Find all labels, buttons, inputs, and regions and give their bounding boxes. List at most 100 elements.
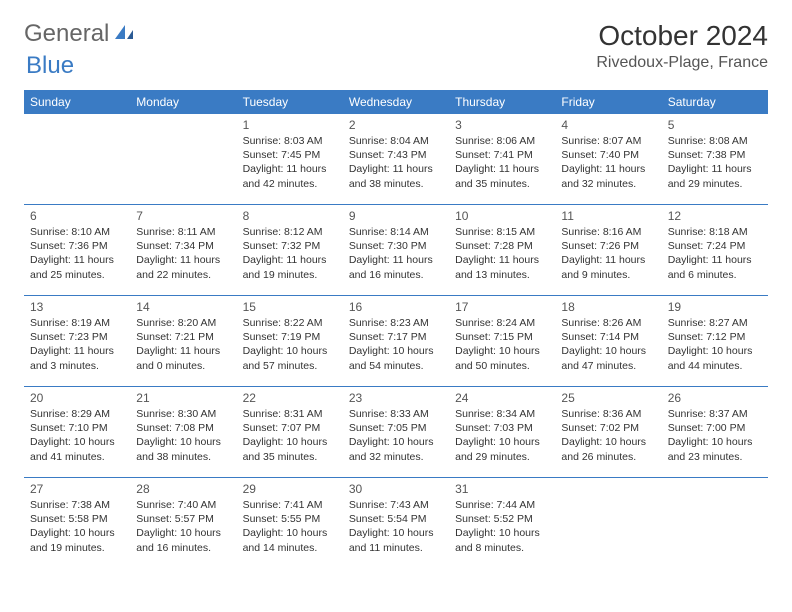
day-info: Sunrise: 7:41 AMSunset: 5:55 PMDaylight:… bbox=[243, 498, 337, 555]
day-cell: 13 Sunrise: 8:19 AMSunset: 7:23 PMDayligh… bbox=[24, 296, 130, 387]
day-cell: 23 Sunrise: 8:33 AMSunset: 7:05 PMDayligh… bbox=[343, 387, 449, 478]
empty-cell bbox=[130, 114, 236, 205]
day-info: Sunrise: 8:26 AMSunset: 7:14 PMDaylight:… bbox=[561, 316, 655, 373]
day-info: Sunrise: 7:40 AMSunset: 5:57 PMDaylight:… bbox=[136, 498, 230, 555]
day-info: Sunrise: 8:03 AMSunset: 7:45 PMDaylight:… bbox=[243, 134, 337, 191]
day-cell: 1 Sunrise: 8:03 AMSunset: 7:45 PMDaylight… bbox=[237, 114, 343, 205]
day-cell: 4 Sunrise: 8:07 AMSunset: 7:40 PMDaylight… bbox=[555, 114, 661, 205]
day-info: Sunrise: 8:14 AMSunset: 7:30 PMDaylight:… bbox=[349, 225, 443, 282]
day-number: 30 bbox=[349, 482, 443, 496]
day-number: 12 bbox=[668, 209, 762, 223]
day-info: Sunrise: 8:06 AMSunset: 7:41 PMDaylight:… bbox=[455, 134, 549, 191]
day-number: 17 bbox=[455, 300, 549, 314]
day-info: Sunrise: 8:07 AMSunset: 7:40 PMDaylight:… bbox=[561, 134, 655, 191]
day-cell: 29 Sunrise: 7:41 AMSunset: 5:55 PMDayligh… bbox=[237, 478, 343, 569]
day-header: Friday bbox=[555, 90, 661, 114]
day-number: 16 bbox=[349, 300, 443, 314]
day-cell: 5 Sunrise: 8:08 AMSunset: 7:38 PMDaylight… bbox=[662, 114, 768, 205]
day-cell: 31Sunrise: 7:44 AMSunset: 5:52 PMDayligh… bbox=[449, 478, 555, 569]
day-info: Sunrise: 8:18 AMSunset: 7:24 PMDaylight:… bbox=[668, 225, 762, 282]
day-info: Sunrise: 8:33 AMSunset: 7:05 PMDaylight:… bbox=[349, 407, 443, 464]
day-info: Sunrise: 8:19 AMSunset: 7:23 PMDaylight:… bbox=[30, 316, 124, 373]
day-cell: 10Sunrise: 8:15 AMSunset: 7:28 PMDayligh… bbox=[449, 205, 555, 296]
day-cell: 25Sunrise: 8:36 AMSunset: 7:02 PMDayligh… bbox=[555, 387, 661, 478]
day-number: 25 bbox=[561, 391, 655, 405]
day-info: Sunrise: 8:04 AMSunset: 7:43 PMDaylight:… bbox=[349, 134, 443, 191]
day-cell: 6 Sunrise: 8:10 AMSunset: 7:36 PMDaylight… bbox=[24, 205, 130, 296]
day-cell: 22Sunrise: 8:31 AMSunset: 7:07 PMDayligh… bbox=[237, 387, 343, 478]
empty-cell bbox=[24, 114, 130, 205]
day-cell: 3 Sunrise: 8:06 AMSunset: 7:41 PMDaylight… bbox=[449, 114, 555, 205]
day-info: Sunrise: 8:30 AMSunset: 7:08 PMDaylight:… bbox=[136, 407, 230, 464]
day-number: 7 bbox=[136, 209, 230, 223]
location: Rivedoux-Plage, France bbox=[596, 54, 768, 72]
day-header: Saturday bbox=[662, 90, 768, 114]
day-header: Tuesday bbox=[237, 90, 343, 114]
day-cell: 11 Sunrise: 8:16 AMSunset: 7:26 PMDayligh… bbox=[555, 205, 661, 296]
day-cell: 16Sunrise: 8:23 AMSunset: 7:17 PMDayligh… bbox=[343, 296, 449, 387]
day-number: 28 bbox=[136, 482, 230, 496]
month-title: October 2024 bbox=[596, 20, 768, 52]
empty-cell bbox=[555, 478, 661, 569]
day-header: Wednesday bbox=[343, 90, 449, 114]
day-number: 19 bbox=[668, 300, 762, 314]
day-header: Thursday bbox=[449, 90, 555, 114]
day-number: 13 bbox=[30, 300, 124, 314]
day-info: Sunrise: 8:20 AMSunset: 7:21 PMDaylight:… bbox=[136, 316, 230, 373]
day-info: Sunrise: 8:34 AMSunset: 7:03 PMDaylight:… bbox=[455, 407, 549, 464]
day-cell: 28 Sunrise: 7:40 AMSunset: 5:57 PMDayligh… bbox=[130, 478, 236, 569]
day-number: 3 bbox=[455, 118, 549, 132]
day-cell: 17Sunrise: 8:24 AMSunset: 7:15 PMDayligh… bbox=[449, 296, 555, 387]
day-cell: 8Sunrise: 8:12 AMSunset: 7:32 PMDaylight… bbox=[237, 205, 343, 296]
week-row: 20 Sunrise: 8:29 AMSunset: 7:10 PMDayligh… bbox=[24, 387, 768, 478]
logo-text-blue: Blue bbox=[26, 52, 74, 79]
day-number: 23 bbox=[349, 391, 443, 405]
day-number: 11 bbox=[561, 209, 655, 223]
day-number: 24 bbox=[455, 391, 549, 405]
day-header-row: SundayMondayTuesdayWednesdayThursdayFrid… bbox=[24, 90, 768, 114]
day-number: 20 bbox=[30, 391, 124, 405]
day-info: Sunrise: 8:27 AMSunset: 7:12 PMDaylight:… bbox=[668, 316, 762, 373]
logo-sail-icon bbox=[113, 20, 135, 48]
day-cell: 15 Sunrise: 8:22 AMSunset: 7:19 PMDayligh… bbox=[237, 296, 343, 387]
day-number: 29 bbox=[243, 482, 337, 496]
day-cell: 18 Sunrise: 8:26 AMSunset: 7:14 PMDayligh… bbox=[555, 296, 661, 387]
day-cell: 19 Sunrise: 8:27 AMSunset: 7:12 PMDayligh… bbox=[662, 296, 768, 387]
day-cell: 26 Sunrise: 8:37 AMSunset: 7:00 PMDayligh… bbox=[662, 387, 768, 478]
day-number: 5 bbox=[668, 118, 762, 132]
day-info: Sunrise: 8:16 AMSunset: 7:26 PMDaylight:… bbox=[561, 225, 655, 282]
empty-cell bbox=[662, 478, 768, 569]
day-number: 4 bbox=[561, 118, 655, 132]
day-number: 26 bbox=[668, 391, 762, 405]
day-info: Sunrise: 8:08 AMSunset: 7:38 PMDaylight:… bbox=[668, 134, 762, 191]
day-info: Sunrise: 8:15 AMSunset: 7:28 PMDaylight:… bbox=[455, 225, 549, 282]
day-info: Sunrise: 8:10 AMSunset: 7:36 PMDaylight:… bbox=[30, 225, 124, 282]
day-number: 27 bbox=[30, 482, 124, 496]
day-header: Sunday bbox=[24, 90, 130, 114]
calendar-body: 1 Sunrise: 8:03 AMSunset: 7:45 PMDaylight… bbox=[24, 114, 768, 568]
day-number: 1 bbox=[243, 118, 337, 132]
day-number: 18 bbox=[561, 300, 655, 314]
day-info: Sunrise: 8:29 AMSunset: 7:10 PMDaylight:… bbox=[30, 407, 124, 464]
week-row: 27 Sunrise: 7:38 AMSunset: 5:58 PMDayligh… bbox=[24, 478, 768, 569]
day-info: Sunrise: 7:38 AMSunset: 5:58 PMDaylight:… bbox=[30, 498, 124, 555]
day-info: Sunrise: 8:22 AMSunset: 7:19 PMDaylight:… bbox=[243, 316, 337, 373]
day-info: Sunrise: 7:44 AMSunset: 5:52 PMDaylight:… bbox=[455, 498, 549, 555]
day-number: 15 bbox=[243, 300, 337, 314]
day-cell: 20 Sunrise: 8:29 AMSunset: 7:10 PMDayligh… bbox=[24, 387, 130, 478]
day-header: Monday bbox=[130, 90, 236, 114]
day-cell: 27 Sunrise: 7:38 AMSunset: 5:58 PMDayligh… bbox=[24, 478, 130, 569]
day-cell: 21 Sunrise: 8:30 AMSunset: 7:08 PMDayligh… bbox=[130, 387, 236, 478]
title-block: October 2024 Rivedoux-Plage, France bbox=[596, 20, 768, 72]
calendar-table: SundayMondayTuesdayWednesdayThursdayFrid… bbox=[24, 90, 768, 568]
day-number: 22 bbox=[243, 391, 337, 405]
day-cell: 30Sunrise: 7:43 AMSunset: 5:54 PMDayligh… bbox=[343, 478, 449, 569]
day-number: 6 bbox=[30, 209, 124, 223]
day-cell: 2Sunrise: 8:04 AMSunset: 7:43 PMDaylight… bbox=[343, 114, 449, 205]
day-number: 21 bbox=[136, 391, 230, 405]
day-info: Sunrise: 8:12 AMSunset: 7:32 PMDaylight:… bbox=[243, 225, 337, 282]
day-info: Sunrise: 8:37 AMSunset: 7:00 PMDaylight:… bbox=[668, 407, 762, 464]
day-cell: 9Sunrise: 8:14 AMSunset: 7:30 PMDaylight… bbox=[343, 205, 449, 296]
week-row: 6 Sunrise: 8:10 AMSunset: 7:36 PMDaylight… bbox=[24, 205, 768, 296]
logo-text-gray: General bbox=[24, 20, 109, 48]
